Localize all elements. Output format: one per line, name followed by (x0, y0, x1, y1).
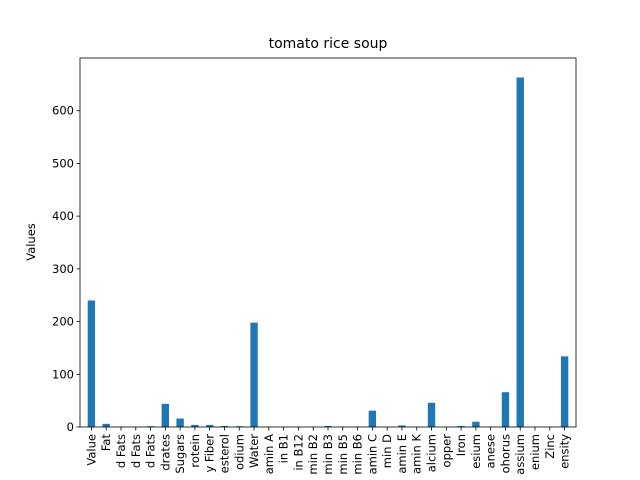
bar-21 (398, 425, 406, 427)
bar-1 (102, 423, 110, 427)
y-axis: 0 100 200 300 400 500 600 (52, 104, 80, 434)
bar-9 (220, 425, 229, 427)
bar-25 (457, 425, 465, 427)
x-tick-label-11: Water (247, 434, 261, 468)
x-tick-label-1: Fat (99, 434, 113, 452)
chart-title: tomato rice soup (269, 36, 388, 52)
x-tick-label-5: drates (158, 434, 172, 471)
x-tick-label-16: min B3 (321, 434, 335, 475)
bar-16 (324, 425, 332, 427)
x-tick-label-6: Sugars (173, 434, 187, 474)
y-tick-label-5: 500 (52, 156, 74, 170)
x-tick-label-17: min B5 (336, 434, 350, 475)
y-tick-label-6: 600 (52, 104, 74, 118)
bar-23 (427, 402, 436, 427)
bar-26 (472, 421, 480, 427)
bar-6 (176, 418, 184, 427)
y-tick-label-0: 0 (67, 420, 74, 434)
x-tick-label-27: anese (484, 434, 498, 468)
x-tick-label-22: amin K (410, 434, 424, 474)
x-tick-label-0: Value (84, 434, 98, 466)
x-tick-label-12: amin A (262, 434, 276, 474)
x-tick-label-10: odium (232, 434, 246, 470)
x-tick-label-14: in B12 (291, 434, 305, 471)
x-tick-label-20: min D (380, 434, 394, 468)
bar-32 (560, 356, 569, 427)
bar-28 (501, 392, 510, 427)
x-tick-label-4: d Fats (144, 434, 158, 468)
bar-0 (87, 300, 96, 427)
bar-29 (516, 77, 524, 428)
bar-7 (191, 424, 199, 427)
x-tick-label-2: d Fats (114, 434, 128, 468)
bars-group (87, 77, 569, 428)
x-tick-label-25: Iron (454, 434, 468, 456)
x-tick-label-30: enium (528, 434, 542, 470)
y-tick-label-3: 300 (52, 262, 74, 276)
x-tick-label-8: y Fiber (203, 434, 217, 473)
x-tick-label-31: Zinc (543, 434, 557, 459)
x-axis: Value Fat d Fats d Fats d Fats drates Sugars ro… (84, 427, 572, 475)
bar-8 (206, 424, 214, 427)
y-tick-label-1: 100 (52, 367, 74, 381)
x-tick-label-9: esterol (217, 434, 231, 473)
x-tick-label-26: esium (469, 434, 483, 469)
plot-frame (79, 57, 577, 428)
y-tick-label-2: 200 (52, 315, 74, 329)
x-tick-label-21: amin E (395, 434, 409, 474)
x-tick-label-23: alcium (425, 434, 439, 472)
y-axis-label: Values (24, 223, 38, 261)
x-tick-label-13: in B1 (277, 434, 291, 463)
x-tick-label-15: min B2 (306, 434, 320, 475)
x-tick-label-32: ensity (558, 434, 572, 469)
bar-19 (368, 410, 377, 427)
x-tick-label-7: rotein (188, 434, 202, 468)
x-tick-label-19: amin C (365, 434, 379, 474)
bar-5 (161, 403, 170, 427)
x-tick-label-29: assium (513, 434, 527, 475)
x-tick-label-24: opper (439, 434, 453, 468)
y-tick-label-4: 400 (52, 209, 74, 223)
bar-11 (250, 322, 258, 427)
x-tick-label-28: ohorus (498, 434, 512, 473)
x-tick-label-3: d Fats (129, 434, 143, 468)
x-tick-label-18: min B6 (351, 434, 365, 475)
